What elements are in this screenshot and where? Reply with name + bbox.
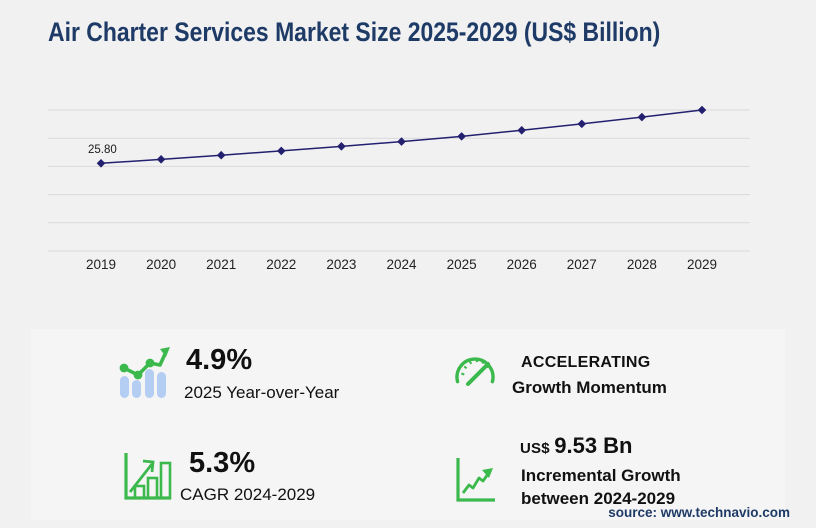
x-axis-label: 2027 bbox=[567, 257, 597, 272]
cagr-value: 5.3% bbox=[189, 447, 256, 479]
yoy-label: 2025 Year-over-Year bbox=[184, 383, 340, 402]
chart-marker bbox=[277, 146, 286, 156]
x-axis-label: 2019 bbox=[86, 257, 116, 272]
cagr-label: CAGR 2024-2029 bbox=[180, 485, 316, 504]
x-axis-label: 2021 bbox=[206, 257, 236, 272]
line-chart-axes-icon bbox=[456, 458, 495, 502]
chart-marker bbox=[156, 155, 166, 164]
chart-series-line bbox=[100, 109, 703, 165]
incremental-line1: Incremental Growth bbox=[521, 466, 681, 485]
momentum-line1: ACCELERATING bbox=[521, 354, 651, 371]
bar-trend-up-icon bbox=[119, 347, 170, 398]
incremental-currency: US$ bbox=[520, 440, 550, 457]
incremental-amount: 9.53 Bn bbox=[554, 433, 633, 458]
chart-marker bbox=[517, 125, 526, 135]
page-title: Air Charter Services Market Size 2025-20… bbox=[48, 17, 661, 47]
chart-marker bbox=[577, 119, 587, 129]
chart-marker bbox=[697, 105, 707, 115]
momentum-line2: Growth Momentum bbox=[512, 378, 667, 397]
speedometer-icon bbox=[455, 357, 495, 386]
source-attribution: source: www.technavio.com bbox=[608, 505, 790, 520]
chart-marker bbox=[397, 137, 406, 146]
x-axis-label: 2024 bbox=[386, 257, 417, 272]
x-axis-label: 2026 bbox=[507, 257, 537, 272]
growth-chart-icon bbox=[124, 453, 172, 500]
x-axis-label: 2023 bbox=[326, 257, 356, 272]
incremental-value-line: US$ 9.53 Bn bbox=[520, 433, 633, 459]
chart-marker bbox=[457, 132, 466, 141]
chart-data-label: 25.80 bbox=[88, 144, 117, 156]
x-axis-label: 2020 bbox=[146, 257, 176, 272]
x-axis-label: 2028 bbox=[627, 257, 657, 272]
x-axis-label: 2029 bbox=[687, 257, 717, 272]
x-axis-label: 2022 bbox=[266, 257, 296, 272]
chart-marker bbox=[637, 112, 647, 122]
incremental-line2: between 2024-2029 bbox=[521, 489, 676, 508]
market-size-line-chart: 25.80 2019 2020 2021 2022 2023 2024 2025 2026 202… bbox=[48, 105, 750, 272]
stats-panel: 4.9% 2025 Year-over-Year 5.3% CAGR 2024-… bbox=[31, 329, 785, 520]
chart-marker bbox=[216, 150, 226, 160]
chart-marker bbox=[96, 159, 106, 168]
x-axis-label: 2025 bbox=[447, 257, 477, 272]
yoy-value: 4.9% bbox=[186, 344, 253, 376]
chart-marker bbox=[337, 142, 346, 151]
